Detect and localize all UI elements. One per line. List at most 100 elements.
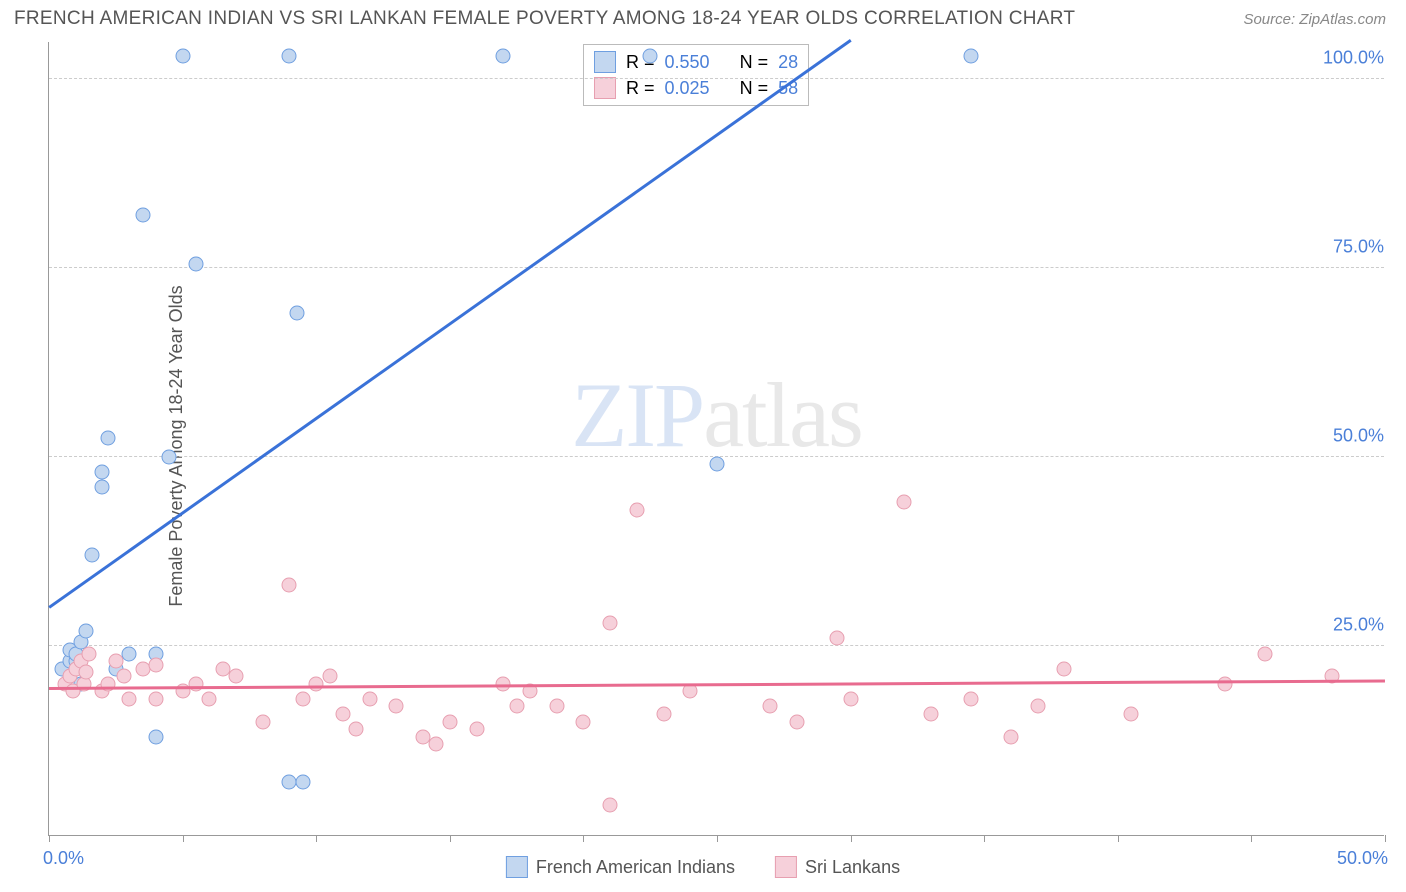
- y-tick-label: 100.0%: [1319, 47, 1388, 68]
- x-tick: [450, 835, 451, 842]
- data-point: [763, 699, 778, 714]
- data-point: [389, 699, 404, 714]
- y-tick-label: 75.0%: [1329, 236, 1388, 257]
- data-point: [830, 631, 845, 646]
- data-point: [429, 737, 444, 752]
- x-tick: [183, 835, 184, 842]
- data-point: [963, 691, 978, 706]
- data-point: [843, 691, 858, 706]
- legend-swatch: [594, 77, 616, 99]
- data-point: [202, 691, 217, 706]
- data-point: [188, 676, 203, 691]
- data-point: [442, 714, 457, 729]
- data-point: [95, 465, 110, 480]
- stat-n-label: N =: [740, 78, 769, 99]
- data-point: [295, 691, 310, 706]
- data-point: [549, 699, 564, 714]
- legend-label: Sri Lankans: [805, 857, 900, 878]
- data-point: [322, 669, 337, 684]
- x-tick: [316, 835, 317, 842]
- gridline: [49, 78, 1384, 79]
- data-point: [1257, 646, 1272, 661]
- data-point: [469, 722, 484, 737]
- data-point: [79, 665, 94, 680]
- legend-swatch: [775, 856, 797, 878]
- legend-label: French American Indians: [536, 857, 735, 878]
- x-tick: [717, 835, 718, 842]
- stats-row: R = 0.550 N = 28: [594, 49, 798, 75]
- chart-title: FRENCH AMERICAN INDIAN VS SRI LANKAN FEM…: [14, 8, 1075, 30]
- data-point: [100, 431, 115, 446]
- data-point: [790, 714, 805, 729]
- x-tick: [851, 835, 852, 842]
- x-tick: [1251, 835, 1252, 842]
- data-point: [509, 699, 524, 714]
- legend-swatch: [594, 51, 616, 73]
- data-point: [1030, 699, 1045, 714]
- bottom-legend: French American Indians Sri Lankans: [506, 856, 900, 878]
- x-axis-end-label: 50.0%: [1337, 848, 1388, 869]
- legend-item: Sri Lankans: [775, 856, 900, 878]
- stat-r-value: 0.550: [665, 52, 710, 73]
- data-point: [255, 714, 270, 729]
- watermark: ZIPatlas: [571, 362, 862, 468]
- chart-plot-area: ZIPatlas 0.0% 50.0% R = 0.550 N = 28R = …: [48, 42, 1384, 836]
- data-point: [362, 691, 377, 706]
- data-point: [710, 457, 725, 472]
- x-tick: [49, 835, 50, 842]
- data-point: [148, 729, 163, 744]
- data-point: [897, 495, 912, 510]
- y-tick-label: 50.0%: [1329, 425, 1388, 446]
- stat-n-label: N =: [740, 52, 769, 73]
- data-point: [603, 616, 618, 631]
- data-point: [79, 623, 94, 638]
- data-point: [95, 480, 110, 495]
- data-point: [229, 669, 244, 684]
- stat-r-label: R =: [626, 78, 655, 99]
- x-axis-origin-label: 0.0%: [43, 848, 84, 869]
- data-point: [1217, 676, 1232, 691]
- legend-item: French American Indians: [506, 856, 735, 878]
- data-point: [282, 49, 297, 64]
- data-point: [148, 657, 163, 672]
- data-point: [1057, 661, 1072, 676]
- x-tick: [984, 835, 985, 842]
- trend-line: [49, 680, 1385, 690]
- data-point: [188, 257, 203, 272]
- watermark-zip: ZIP: [571, 364, 703, 466]
- trend-line: [48, 39, 851, 608]
- data-point: [82, 646, 97, 661]
- data-point: [148, 691, 163, 706]
- data-point: [683, 684, 698, 699]
- stat-r-value: 0.025: [665, 78, 710, 99]
- watermark-atlas: atlas: [703, 364, 862, 466]
- stats-box: R = 0.550 N = 28R = 0.025 N = 58: [583, 44, 809, 106]
- data-point: [122, 691, 137, 706]
- data-point: [162, 449, 177, 464]
- data-point: [629, 502, 644, 517]
- gridline: [49, 645, 1384, 646]
- x-tick: [583, 835, 584, 842]
- x-tick: [1385, 835, 1386, 842]
- source-label: Source: ZipAtlas.com: [1243, 11, 1386, 28]
- data-point: [576, 714, 591, 729]
- gridline: [49, 267, 1384, 268]
- data-point: [135, 207, 150, 222]
- legend-swatch: [506, 856, 528, 878]
- data-point: [335, 707, 350, 722]
- data-point: [84, 548, 99, 563]
- data-point: [295, 775, 310, 790]
- x-tick: [1118, 835, 1119, 842]
- data-point: [108, 654, 123, 669]
- data-point: [496, 49, 511, 64]
- data-point: [656, 707, 671, 722]
- y-tick-label: 25.0%: [1329, 614, 1388, 635]
- data-point: [116, 669, 131, 684]
- data-point: [290, 306, 305, 321]
- stat-n-value: 28: [778, 52, 798, 73]
- data-point: [923, 707, 938, 722]
- data-point: [175, 49, 190, 64]
- data-point: [349, 722, 364, 737]
- data-point: [643, 49, 658, 64]
- data-point: [122, 646, 137, 661]
